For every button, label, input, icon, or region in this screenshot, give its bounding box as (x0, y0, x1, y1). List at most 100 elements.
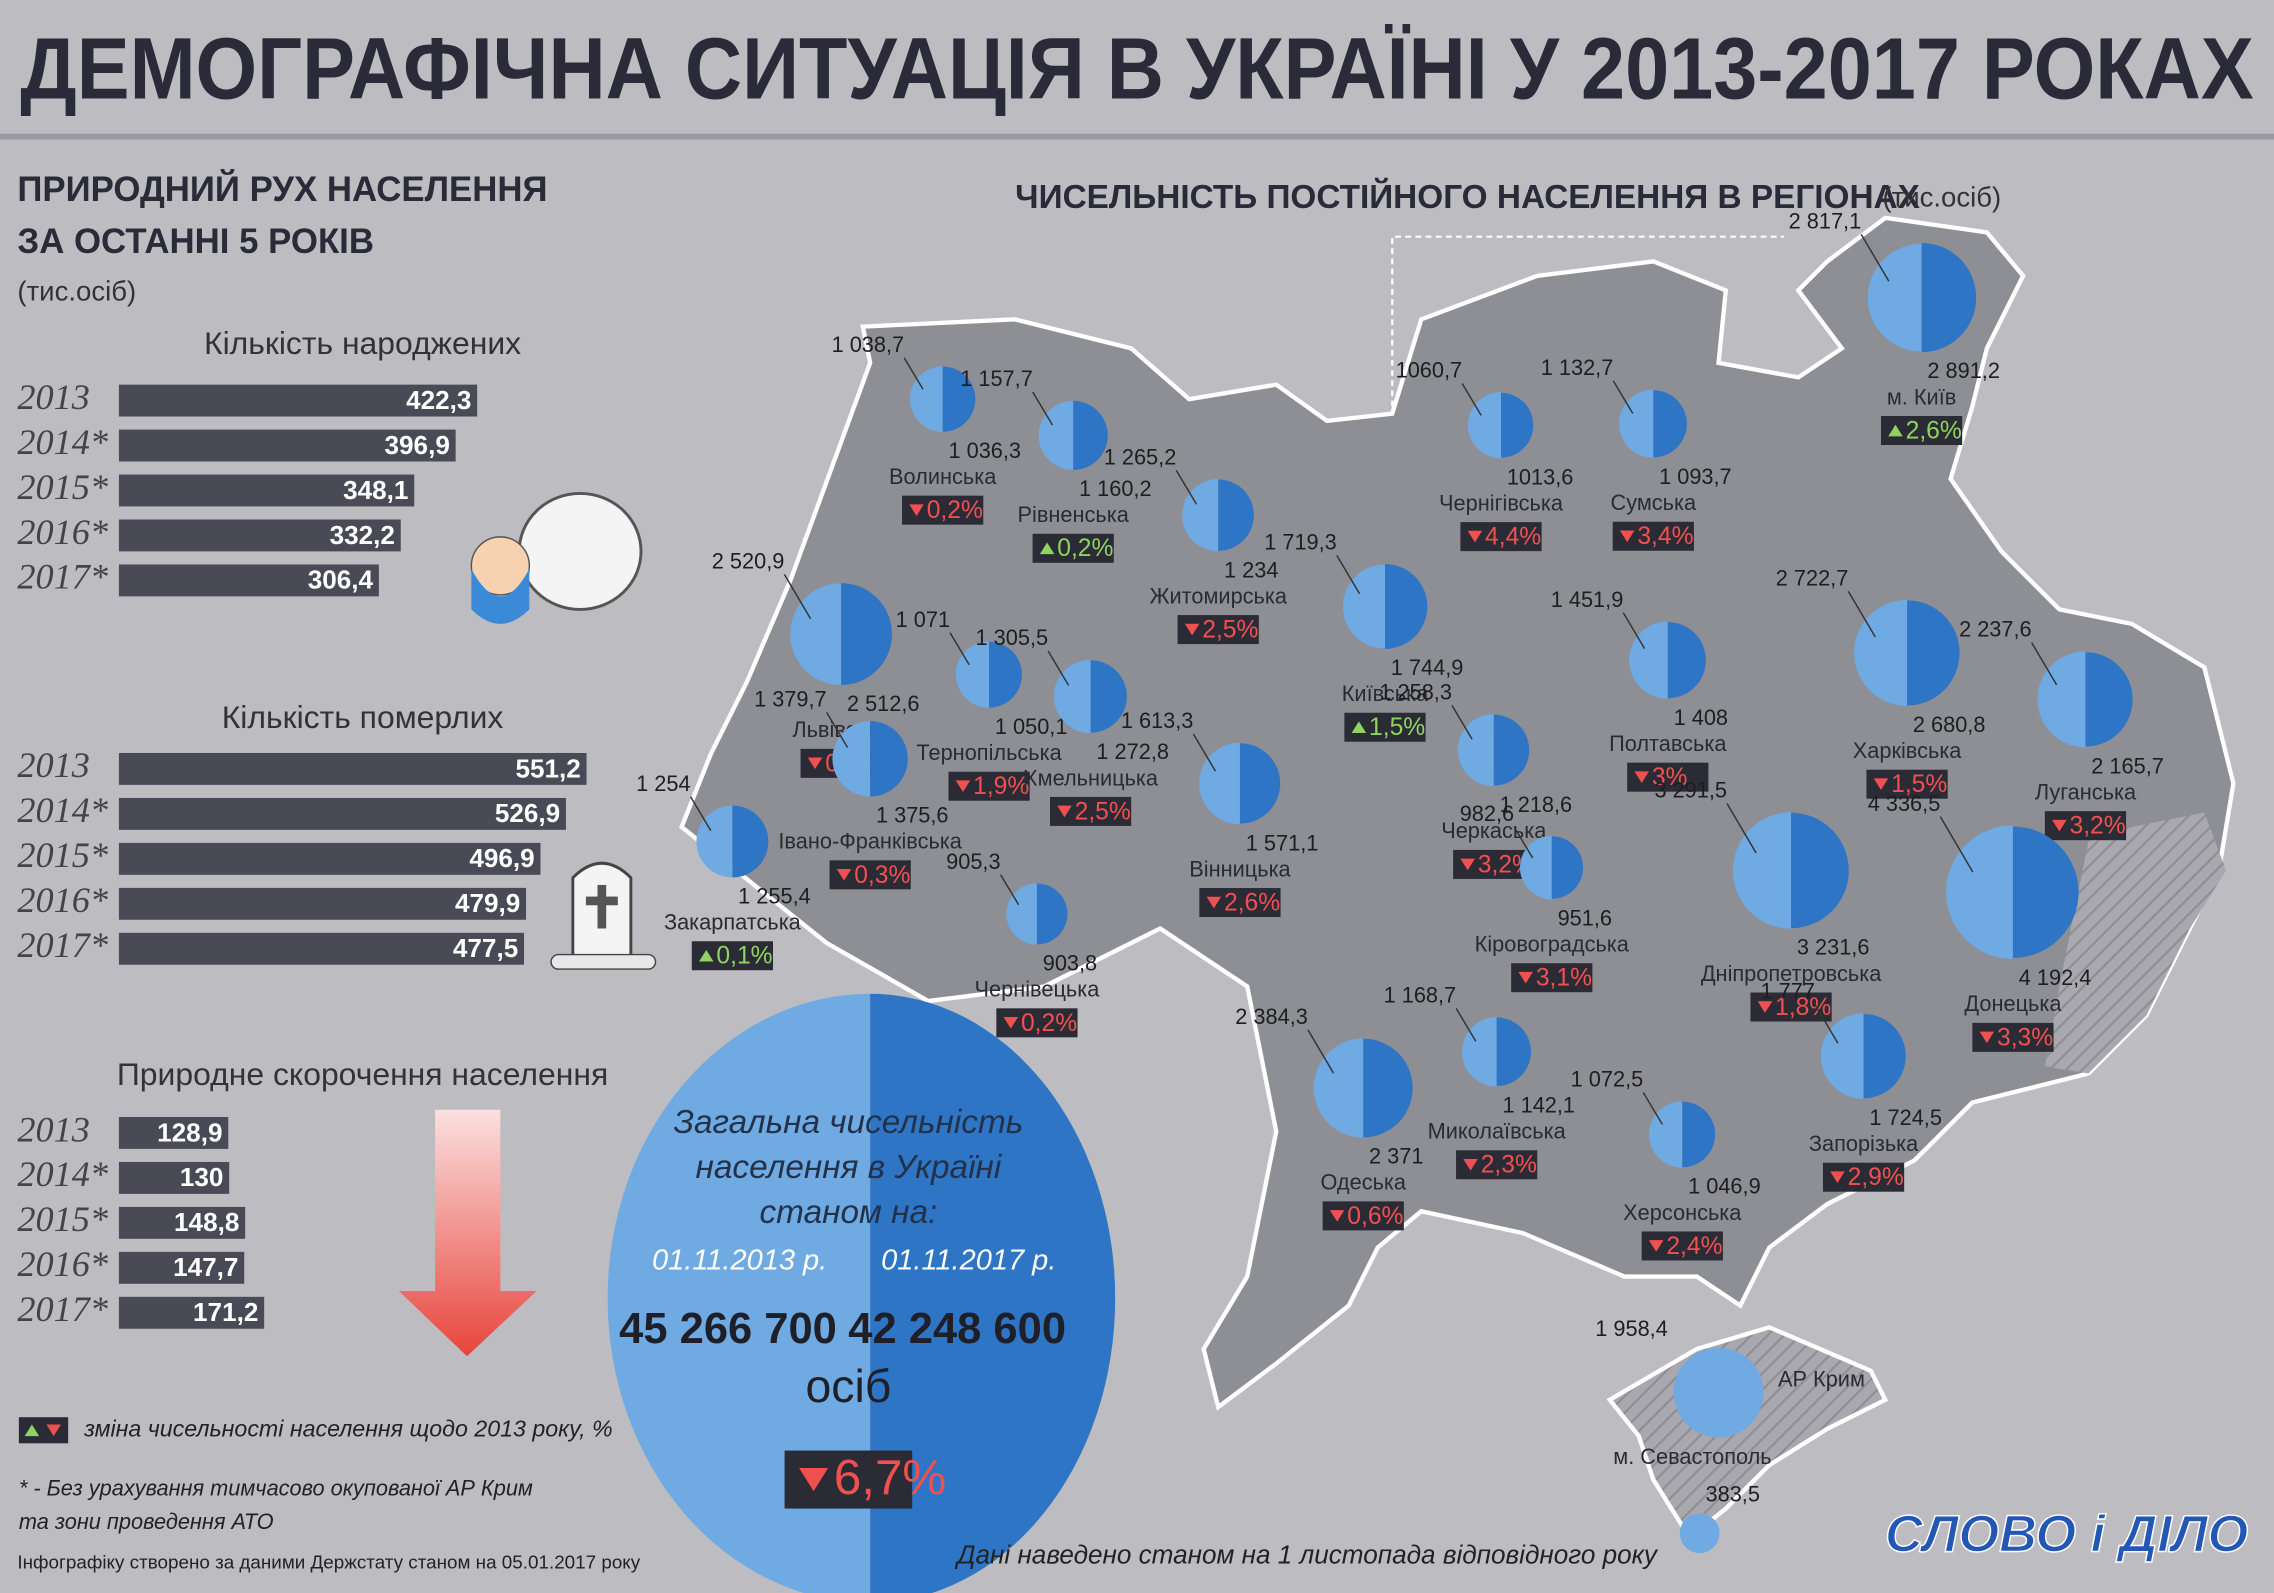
ato-zone (2044, 812, 2227, 1074)
legend-text: зміна чисельності населення щодо 2013 ро… (83, 1415, 612, 1441)
leader (1513, 826, 1534, 859)
bar-value-label: 396,9 (385, 430, 450, 460)
year-label: 2013 (17, 1109, 90, 1149)
region-name: Кіровоградська (1475, 932, 1630, 957)
change-triangle (807, 757, 823, 770)
bar (118, 1206, 246, 1239)
leader (1047, 650, 1070, 686)
pie-half-2013 (790, 583, 842, 686)
bar-chart-title: Кількість народжених (204, 325, 521, 361)
change-label: 2,6% (1906, 417, 1962, 444)
change-label: 0,1% (716, 943, 772, 970)
year-label: 2017* (17, 1289, 109, 1329)
value-2017: 2 680,8 (1913, 712, 1986, 737)
value-2017: 1 408 (1674, 705, 1728, 730)
change-triangle (1039, 542, 1055, 555)
value-2013: 2 520,9 (712, 549, 785, 574)
region-circle (1673, 1347, 1764, 1438)
bar (118, 1251, 245, 1284)
change-triangle (699, 949, 714, 962)
value-2013: 1 777 (1761, 979, 1815, 1004)
region-name: Сумська (1610, 490, 1696, 515)
leader (1175, 469, 1198, 505)
value-2013: 1 265,2 (1104, 444, 1177, 469)
pie-half-2017 (2012, 826, 2079, 958)
region-name: Хмельницька (1023, 765, 1159, 790)
region-name: Тернопільська (916, 740, 1062, 765)
value-2017: 1 571,1 (1246, 830, 1319, 855)
leader (1032, 391, 1054, 426)
footnote: * - Без урахування тимчасово окупованої … (19, 1475, 533, 1500)
change-triangle (1830, 1171, 1845, 1184)
leader (1455, 1007, 1477, 1042)
region-name: Донецька (1964, 991, 2062, 1016)
region-name: Запорізька (1809, 1131, 1919, 1156)
value-2013: 2 722,7 (1776, 565, 1849, 590)
change-label: 4,4% (1485, 524, 1541, 551)
pie-half-2013 (1199, 742, 1240, 825)
leader (949, 632, 970, 666)
pie-half-2017 (1863, 1013, 1906, 1099)
change-label: 6,7% (834, 1450, 946, 1505)
region-name: Полтавська (1609, 731, 1727, 756)
year-label: 2013 (17, 377, 90, 417)
change-triangle (836, 869, 852, 881)
pie-half-2017 (1384, 564, 1428, 649)
bar-value-label: 128,9 (157, 1117, 222, 1147)
value-2017: 951,6 (1558, 905, 1612, 930)
pie-half-2017 (732, 805, 769, 878)
region-name: Вінницька (1189, 856, 1291, 881)
total-2017: 42 248 600 (848, 1305, 1066, 1353)
pie-half-2013 (1629, 621, 1668, 699)
pie-half-2017 (1501, 392, 1534, 458)
pie-half-2013 (1342, 564, 1385, 649)
change-label: 2,5% (1202, 617, 1258, 644)
year-label: 2017* (17, 557, 109, 597)
bar (118, 842, 541, 875)
bar (118, 474, 415, 507)
pie-half-2013 (696, 805, 733, 878)
leader (689, 796, 712, 832)
region-name: Харківська (1853, 738, 1963, 763)
bar (118, 1161, 230, 1194)
pie-half-2013 (1820, 1013, 1864, 1099)
pie-half-2017 (942, 366, 976, 432)
map-unit: (тис.осіб) (1882, 181, 2001, 212)
value-2017: 1 050,1 (995, 714, 1068, 739)
value-2013: 1 258,3 (1379, 680, 1452, 705)
value-2017: 1 744,9 (1391, 655, 1464, 680)
value-2013: 1 038,7 (832, 332, 905, 357)
value-2013: 2 384,3 (1235, 1004, 1308, 1029)
value-2013: 905,3 (946, 849, 1000, 874)
year-label: 2014* (17, 1154, 109, 1194)
bar (118, 752, 587, 785)
pie-half-2017 (1239, 743, 1281, 824)
year-label: 2013 (17, 745, 90, 785)
value-2017: 2 891,2 (1927, 358, 2000, 383)
change-triangle (1351, 721, 1367, 734)
section-unit: (тис.осіб) (17, 276, 136, 307)
year-label: 2017* (17, 925, 109, 965)
bar-value-label: 496,9 (469, 843, 534, 873)
pie-half-2017 (1090, 660, 1127, 733)
leader (1860, 233, 1890, 282)
pie-half-2017 (1363, 1038, 1413, 1138)
region-name: Київська (1342, 681, 1429, 706)
value-2013: 1 072,5 (1571, 1067, 1644, 1092)
change-label: 2,9% (1848, 1164, 1904, 1191)
pie-half-2013 (2037, 651, 2086, 748)
pie-half-2013 (1867, 243, 1922, 352)
change-triangle (1460, 858, 1475, 871)
leader (1939, 816, 1974, 873)
value-2013: 2 237,6 (1959, 617, 2032, 642)
region-name: Миколаївська (1428, 1119, 1567, 1144)
bar-value-label: 148,8 (174, 1207, 239, 1237)
change-label: 0,2% (927, 497, 983, 524)
pie-half-2017 (1907, 600, 1960, 706)
change-label: 2,4% (1666, 1233, 1722, 1260)
pie-half-2013 (909, 366, 943, 432)
pie-half-2013 (1519, 835, 1552, 900)
value-2017: 1 036,3 (948, 438, 1021, 463)
change-triangle (1634, 771, 1649, 783)
value-2017: 1 046,9 (1688, 1174, 1761, 1199)
